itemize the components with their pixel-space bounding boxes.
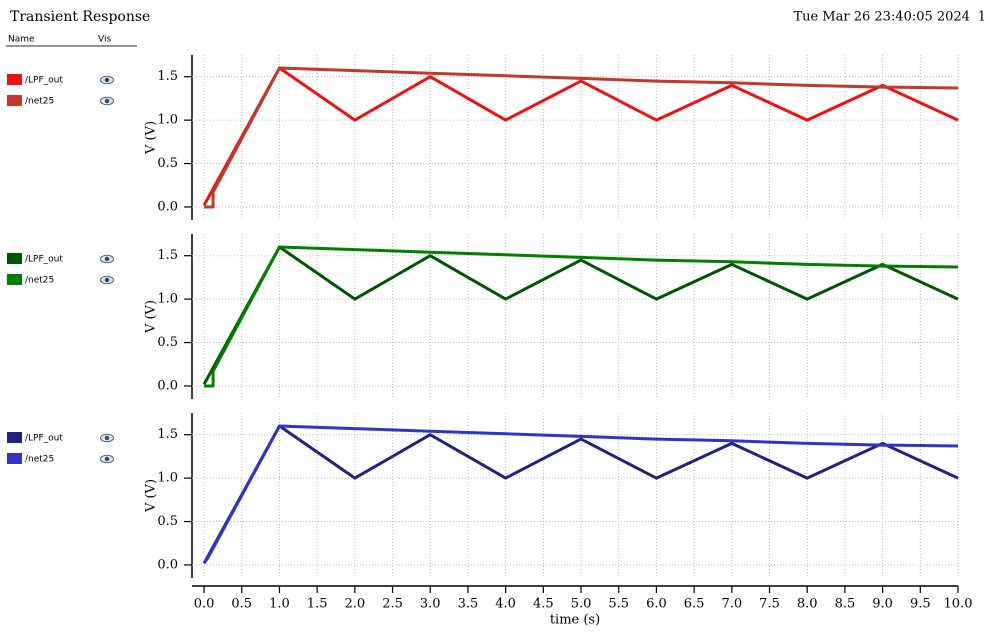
legend-swatch [7,253,22,264]
legend-swatch [7,74,22,85]
eye-pupil [104,435,110,441]
legend-label: /LPF_out [25,76,63,86]
y-tick-label: 1.5 [157,427,178,442]
y-tick-label: 0.0 [157,378,178,393]
y-tick-label: 0.0 [157,557,178,572]
visibility-toggle[interactable] [100,96,114,106]
visibility-toggle[interactable] [100,433,114,443]
eye-pupil [104,456,110,462]
x-tick-label: 4.5 [533,597,554,612]
legend-swatch [7,95,22,106]
legend-label: /net25 [25,276,54,286]
y-tick-label: 1.5 [157,248,178,263]
x-tick-label: 2.5 [382,597,403,612]
y-tick-label: 0.5 [157,514,178,529]
x-tick-label: 8.5 [835,597,856,612]
legend-swatch [7,432,22,443]
legend-swatch [7,453,22,464]
page-number: 1 [978,10,986,25]
x-tick-label: 10.0 [944,597,973,612]
y-tick-label: 0.5 [157,156,178,171]
y-axis-label: V (V) [144,121,159,155]
x-tick-label: 3.5 [458,597,479,612]
x-tick-label: 4.0 [495,597,516,612]
x-tick-label: 5.5 [608,597,629,612]
y-tick-label: 1.0 [157,113,178,128]
eye-pupil [104,98,110,104]
y-tick-label: 1.0 [157,292,178,307]
legend-label: /LPF_out [25,434,63,444]
x-tick-label: 3.0 [420,597,441,612]
eye-pupil [104,77,110,83]
x-tick-label: 1.5 [307,597,328,612]
legend-swatch [7,274,22,285]
x-tick-label: 5.0 [571,597,592,612]
y-tick-label: 1.0 [157,471,178,486]
y-axis-label: V (V) [144,300,159,334]
x-tick-label: 0.0 [194,597,215,612]
date: Tue Mar 26 23:40:05 2024 [793,10,970,25]
series-line [202,66,959,206]
visibility-toggle[interactable] [100,75,114,85]
visibility-toggle[interactable] [100,454,114,464]
series-line [202,245,959,385]
x-tick-label: 2.0 [345,597,366,612]
visibility-toggle[interactable] [100,254,114,264]
eye-pupil [104,256,110,262]
y-axis-label: V (V) [144,479,159,513]
x-tick-label: 9.5 [910,597,931,612]
x-axis-label: time (s) [550,613,600,628]
legend-label: /LPF_out [25,255,63,265]
x-tick-label: 0.5 [231,597,252,612]
y-tick-label: 0.0 [157,199,178,214]
series-line [204,245,959,388]
legend-label: /net25 [25,97,54,107]
x-tick-label: 6.5 [684,597,705,612]
x-tick-label: 8.0 [797,597,818,612]
legend-vis-header: Vis [98,35,111,45]
x-tick-label: 7.5 [759,597,780,612]
legend-name-header: Name [8,35,35,45]
series-line [202,424,959,564]
x-tick-label: 1.0 [269,597,290,612]
eye-pupil [104,277,110,283]
y-tick-label: 1.5 [157,69,178,84]
x-tick-label: 6.0 [646,597,667,612]
series-line [202,424,959,565]
x-tick-label: 7.0 [721,597,742,612]
legend-label: /net25 [25,455,54,465]
y-tick-label: 0.5 [157,335,178,350]
visibility-toggle[interactable] [100,275,114,285]
page-title: Transient Response [10,9,150,25]
x-tick-label: 9.0 [872,597,893,612]
series-line [204,66,959,209]
